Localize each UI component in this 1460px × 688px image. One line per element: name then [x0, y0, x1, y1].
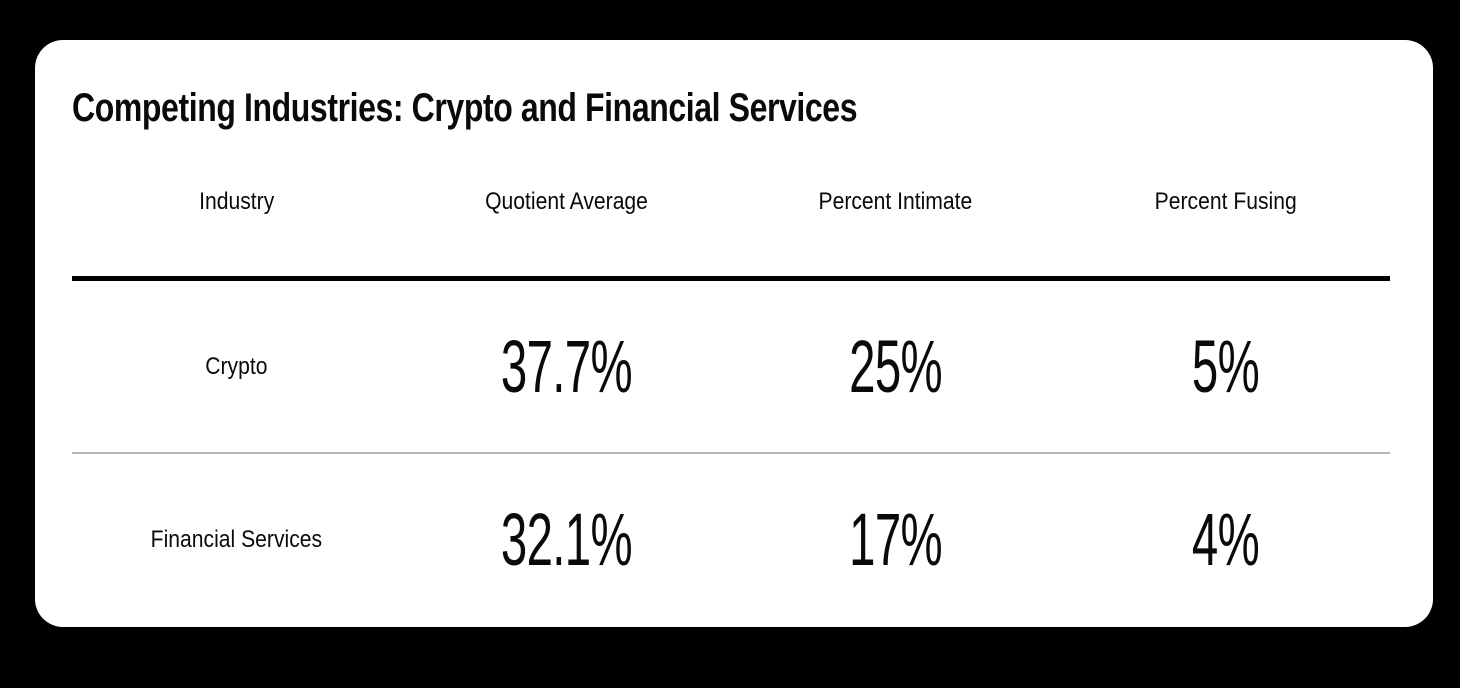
- row-label-crypto: Crypto: [205, 352, 268, 380]
- column-header-percent-intimate: Percent Intimate: [818, 188, 973, 215]
- value-crypto-percent-fusing: 5%: [1191, 325, 1260, 408]
- value-financial-quotient-average: 32.1%: [500, 498, 633, 581]
- stats-card: Competing Industries: Crypto and Financi…: [35, 40, 1433, 627]
- value-crypto-quotient-average: 37.7%: [500, 325, 633, 408]
- table-row-financial-services: Financial Services 32.1% 17% 4%: [72, 454, 1390, 625]
- column-header-quotient-average: Quotient Average: [484, 188, 648, 215]
- row-label-financial-services: Financial Services: [151, 525, 323, 553]
- card-title-text: Competing Industries: Crypto and Financi…: [72, 86, 858, 130]
- card-title: Competing Industries: Crypto and Financi…: [72, 86, 1053, 130]
- table-row-crypto: Crypto 37.7% 25% 5%: [72, 281, 1390, 452]
- header-rule: [72, 276, 1390, 281]
- column-header-industry: Industry: [199, 188, 275, 215]
- row-divider: [72, 452, 1390, 454]
- table-header-row: Industry Quotient Average Percent Intima…: [72, 184, 1390, 220]
- value-financial-percent-fusing: 4%: [1191, 498, 1260, 581]
- value-financial-percent-intimate: 17%: [849, 498, 943, 581]
- column-header-percent-fusing: Percent Fusing: [1154, 188, 1297, 215]
- value-crypto-percent-intimate: 25%: [849, 325, 943, 408]
